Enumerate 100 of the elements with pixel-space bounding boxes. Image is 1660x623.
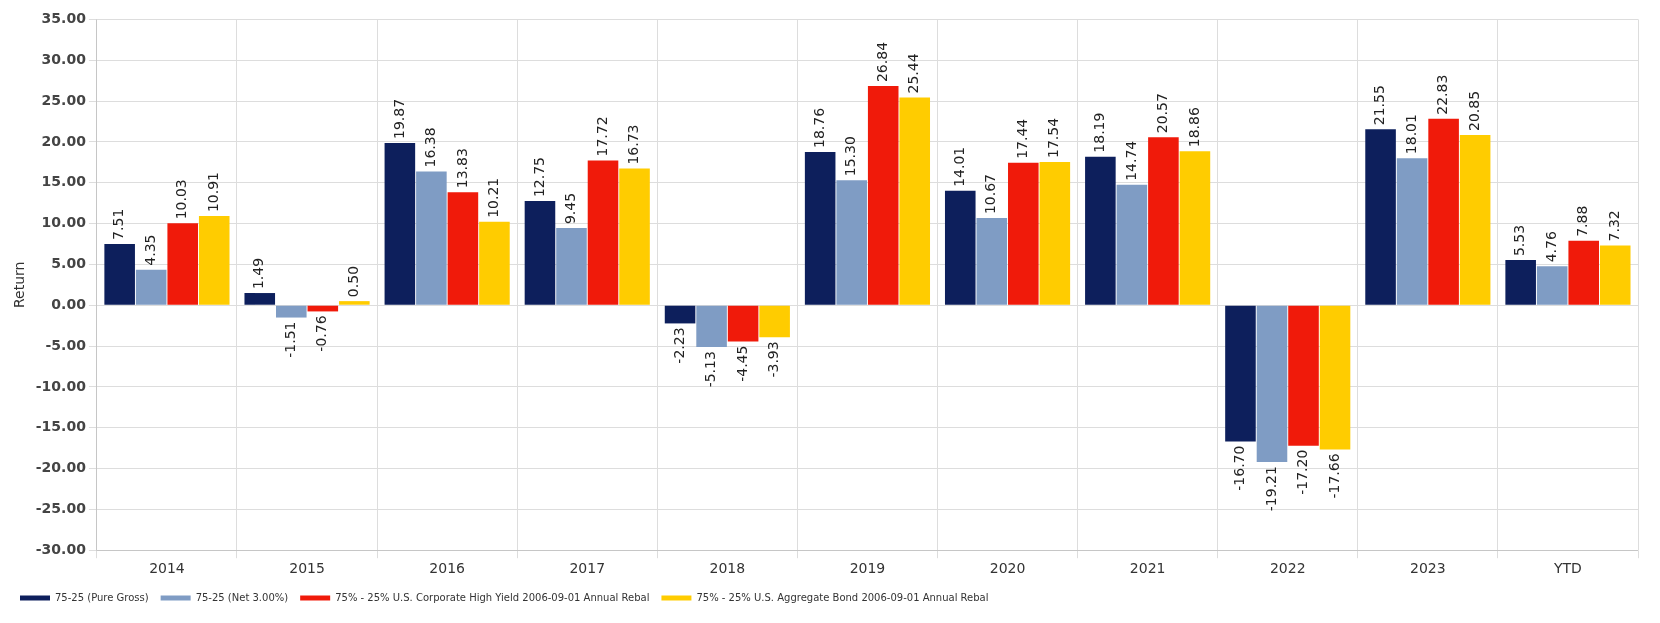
data-label: 16.38 [422,127,439,168]
data-label: 26.84 [873,41,890,83]
bar [1148,137,1179,305]
data-label: 19.87 [390,98,407,139]
bar [1008,162,1039,305]
bar [1505,260,1536,305]
y-tick-label: 35.00 [41,10,87,27]
y-tick-label: 20.00 [41,132,87,149]
bar [1599,245,1631,305]
data-label: 18.76 [810,107,827,149]
data-label: 14.74 [1122,140,1139,181]
x-tick-label: 2015 [289,560,325,577]
bar [1116,184,1148,305]
y-tick-label: 30.00 [41,50,87,67]
bar [696,305,727,348]
data-label: 10.91 [204,172,221,213]
data-label: 18.86 [1185,107,1202,148]
bar [198,216,230,305]
bar [1459,134,1491,305]
bar [1225,305,1256,442]
y-tick-label: -20.00 [35,459,87,476]
data-label: 4.35 [141,234,158,266]
x-tick-label: 2021 [1129,560,1166,577]
data-label: 9.45 [562,192,579,225]
legend-label: 75-25 (Net 3.00%) [195,591,289,603]
bar [867,86,899,305]
data-label: -3.93 [765,341,782,378]
bar [944,190,976,305]
x-tick-label: 2017 [569,560,606,577]
y-tick-label: -5.00 [45,336,87,353]
bar [135,269,167,305]
data-label: 25.44 [905,53,922,94]
bar [1568,240,1599,305]
data-label: -17.20 [1294,449,1311,495]
data-label: 13.83 [453,148,470,189]
data-label: 15.30 [842,136,859,177]
data-label: 10.67 [982,173,999,215]
data-label: 4.76 [1542,231,1559,263]
data-label: -16.70 [1231,445,1248,491]
data-label: 17.72 [593,116,610,157]
x-tick-label: 2018 [709,560,746,577]
data-label: 12.75 [530,157,547,198]
data-label: 20.85 [1465,90,1482,131]
data-label: 1.49 [250,257,267,290]
bar [1288,305,1319,446]
y-tick-label: 15.00 [41,173,87,190]
y-axis-title: Return [11,261,28,309]
bar [1256,305,1288,463]
data-label: 14.01 [950,146,967,187]
data-label: 18.01 [1402,114,1419,155]
x-tick-label: 2022 [1269,560,1306,577]
x-tick-label: 2023 [1410,560,1446,577]
data-label: 21.55 [1371,85,1388,126]
data-label: -0.76 [313,315,330,352]
bar [1179,151,1211,305]
y-tick-label: -30.00 [35,540,87,557]
y-tick-label: -10.00 [35,377,87,394]
bar [1536,266,1568,305]
data-label: 10.03 [173,179,190,220]
bar [1428,118,1459,305]
bar [479,221,510,305]
data-label: 10.21 [485,177,502,218]
bar [1039,161,1071,305]
bar [104,243,135,305]
bar [619,168,650,305]
x-tick-label: 2019 [849,560,886,577]
bar [836,180,867,305]
y-tick-label: 5.00 [51,255,87,272]
legend-label: 75% - 25% U.S. Aggregate Bond 2006-09-01 Annual Rebal [696,591,989,603]
bar [447,192,479,305]
x-tick-label: YTD [1553,560,1582,577]
bar [556,228,587,305]
bar [727,305,759,342]
bar [1365,129,1396,305]
data-label: -1.51 [281,321,298,358]
bar [899,97,931,305]
data-label: 20.57 [1154,93,1171,134]
data-label: 5.53 [1511,224,1528,257]
data-label: 17.54 [1045,117,1062,158]
bar [276,305,307,318]
data-label: 18.19 [1091,112,1107,153]
y-tick-label: 10.00 [41,214,87,231]
bar [416,171,447,305]
bar [759,305,790,338]
bar [804,152,836,305]
data-label: -4.45 [733,345,750,382]
data-label: -5.13 [702,351,719,388]
bar [339,301,370,305]
legend-label: 75% - 25% U.S. Corporate High Yield 2006-09-01 Annual Rebal [335,591,650,603]
bar [664,305,696,324]
y-tick-label: 25.00 [41,91,87,108]
data-label: 0.50 [344,265,361,298]
x-tick-label: 2016 [429,560,466,577]
data-label: -17.66 [1325,453,1342,499]
data-label: 7.32 [1605,210,1622,242]
y-tick-label: 0.00 [51,295,87,312]
data-label: 16.73 [625,124,642,165]
data-label: 7.51 [110,208,127,240]
y-tick-label: -25.00 [35,500,87,517]
data-label: -2.23 [670,327,687,364]
